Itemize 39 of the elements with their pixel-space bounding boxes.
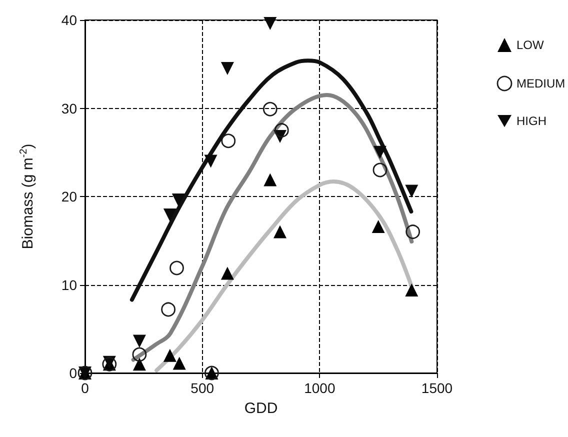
legend-label: MEDIUM (516, 76, 566, 90)
point (405, 184, 418, 198)
point (373, 146, 386, 159)
point (163, 208, 176, 222)
x-tick-label: 1500 (421, 380, 453, 396)
point (274, 225, 287, 238)
point (132, 347, 147, 362)
point (274, 123, 289, 138)
y-tick-label: 40 (61, 12, 78, 28)
x-tick-label: 500 (190, 380, 214, 396)
x-tick-label: 1000 (304, 380, 336, 396)
y-tick-label: 20 (61, 188, 78, 204)
point (264, 17, 277, 30)
point (405, 284, 418, 297)
x-tick-label: 0 (81, 380, 90, 396)
point (264, 173, 277, 186)
point (163, 348, 176, 362)
point (132, 334, 146, 348)
y-tick-label: 30 (61, 100, 78, 116)
point (221, 134, 236, 148)
point (172, 356, 186, 370)
x-axis-title: GDD (244, 400, 278, 417)
legend-label: HIGH (516, 114, 546, 128)
point (262, 102, 278, 116)
y-tick-label: 10 (61, 276, 78, 293)
point (170, 260, 184, 276)
point (220, 62, 234, 76)
line-series (130, 58, 414, 302)
y-axis-title: Biomass (g m-2) (18, 144, 36, 250)
point (372, 162, 388, 178)
point (220, 266, 234, 280)
point (406, 224, 420, 239)
point (372, 220, 385, 234)
legend-label: LOW (516, 38, 545, 52)
point (161, 302, 176, 317)
point (132, 358, 146, 371)
y-tick-label: 0 (69, 365, 78, 381)
point (204, 154, 218, 168)
point (172, 194, 185, 207)
